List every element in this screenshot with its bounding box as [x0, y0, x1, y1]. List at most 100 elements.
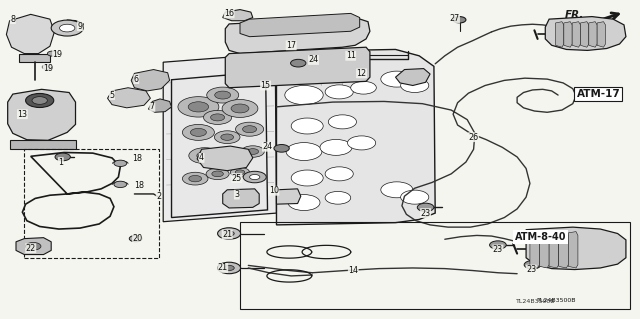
Circle shape [524, 261, 541, 269]
Circle shape [325, 85, 353, 99]
Polygon shape [589, 22, 597, 47]
Polygon shape [8, 89, 76, 140]
Circle shape [291, 170, 323, 186]
Circle shape [381, 71, 413, 87]
Circle shape [227, 156, 241, 163]
Circle shape [26, 242, 41, 250]
Polygon shape [559, 232, 568, 268]
Text: ATM-8-40: ATM-8-40 [515, 232, 566, 242]
Circle shape [212, 171, 223, 177]
Polygon shape [276, 189, 301, 204]
Circle shape [211, 114, 225, 121]
Circle shape [291, 65, 323, 81]
Polygon shape [225, 47, 370, 88]
Polygon shape [148, 99, 172, 112]
Polygon shape [10, 140, 76, 149]
Polygon shape [6, 14, 54, 54]
Circle shape [222, 100, 258, 117]
Text: 23: 23 [526, 265, 536, 274]
Text: 22: 22 [26, 244, 36, 253]
Circle shape [351, 81, 376, 94]
Text: 8: 8 [10, 15, 15, 24]
Circle shape [490, 241, 506, 249]
Text: 13: 13 [17, 110, 28, 119]
Polygon shape [16, 238, 51, 255]
Circle shape [236, 170, 245, 175]
Polygon shape [572, 22, 580, 47]
Text: FR.: FR. [564, 10, 584, 20]
Circle shape [291, 59, 306, 67]
Text: 14: 14 [348, 266, 358, 275]
Polygon shape [545, 17, 626, 50]
Text: 25: 25 [232, 174, 242, 182]
Text: 19: 19 [43, 64, 53, 73]
Text: 17: 17 [286, 41, 296, 50]
Text: 9: 9 [77, 22, 83, 31]
Text: TL24B3500B: TL24B3500B [516, 299, 556, 304]
Circle shape [188, 102, 209, 112]
Circle shape [214, 131, 240, 144]
Circle shape [51, 20, 83, 36]
Polygon shape [108, 88, 150, 108]
Circle shape [42, 64, 52, 70]
Text: 15: 15 [260, 81, 271, 90]
Text: 12: 12 [356, 69, 367, 78]
Circle shape [224, 265, 234, 271]
Text: ATM-17: ATM-17 [577, 89, 620, 99]
Text: 6: 6 [134, 75, 139, 84]
Circle shape [348, 136, 376, 150]
Circle shape [274, 145, 289, 152]
Polygon shape [240, 13, 360, 37]
Circle shape [114, 181, 127, 188]
Circle shape [224, 231, 234, 236]
Text: 18: 18 [134, 181, 145, 189]
Text: 23: 23 [493, 245, 503, 254]
Circle shape [218, 262, 241, 274]
Circle shape [230, 167, 250, 177]
Circle shape [328, 115, 356, 129]
Text: 2: 2 [156, 192, 161, 201]
Text: 20: 20 [132, 234, 143, 243]
Circle shape [182, 172, 208, 185]
Circle shape [32, 97, 47, 104]
Circle shape [417, 203, 434, 211]
Text: 16: 16 [224, 9, 234, 18]
Circle shape [247, 149, 259, 154]
Circle shape [214, 91, 231, 99]
Polygon shape [163, 54, 276, 222]
Circle shape [286, 143, 322, 160]
Text: 1: 1 [58, 158, 63, 167]
Polygon shape [19, 54, 50, 62]
Circle shape [204, 110, 232, 124]
Circle shape [129, 235, 142, 242]
Text: 21: 21 [218, 263, 228, 272]
Circle shape [218, 228, 241, 239]
Polygon shape [540, 232, 549, 268]
Text: 23: 23 [420, 209, 431, 218]
Circle shape [220, 152, 248, 167]
Circle shape [325, 191, 351, 204]
Circle shape [189, 148, 221, 164]
Circle shape [325, 167, 353, 181]
Circle shape [320, 139, 352, 155]
Circle shape [189, 175, 202, 182]
Circle shape [207, 87, 239, 103]
Circle shape [206, 168, 229, 180]
Circle shape [291, 118, 323, 134]
Polygon shape [580, 22, 589, 47]
Polygon shape [276, 49, 435, 225]
Text: 11: 11 [346, 51, 356, 60]
Circle shape [114, 160, 127, 167]
Circle shape [401, 78, 429, 93]
Circle shape [321, 61, 344, 72]
Circle shape [178, 97, 219, 117]
Circle shape [231, 104, 249, 113]
Circle shape [381, 182, 413, 198]
Polygon shape [225, 18, 370, 54]
Polygon shape [597, 22, 605, 47]
Circle shape [285, 85, 323, 105]
Circle shape [241, 146, 264, 157]
Polygon shape [131, 70, 170, 91]
Text: 24: 24 [308, 56, 319, 64]
Text: 5: 5 [109, 91, 115, 100]
